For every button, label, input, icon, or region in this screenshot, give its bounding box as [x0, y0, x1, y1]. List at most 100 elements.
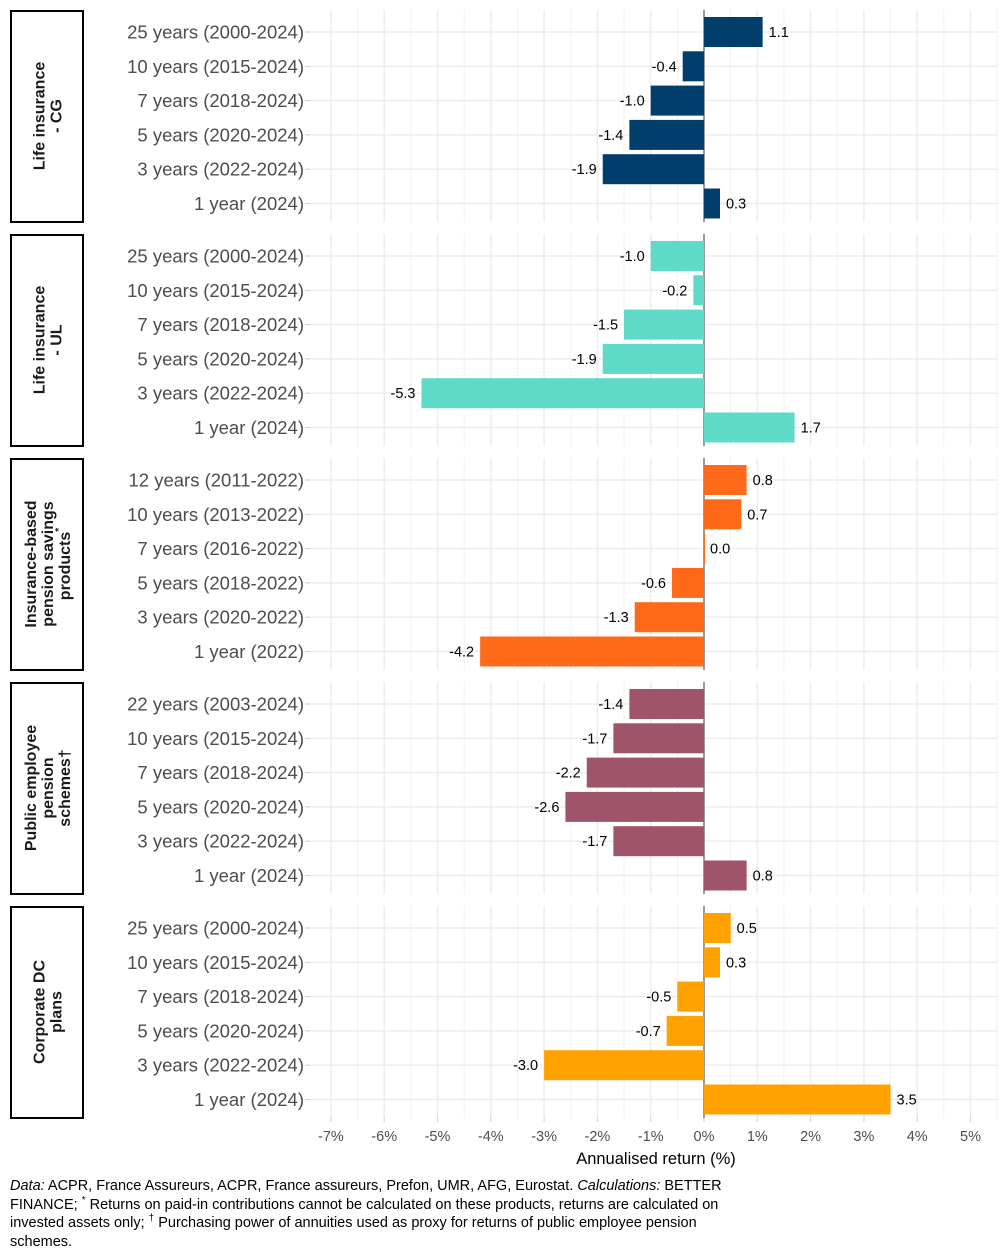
y-tick-label: 1 year (2024) — [194, 865, 304, 886]
y-tick-label: 10 years (2015-2024) — [127, 952, 304, 973]
y-tick-label: 5 years (2020-2024) — [137, 1020, 304, 1041]
y-tick-label: 22 years (2003-2024) — [127, 694, 304, 715]
bar — [586, 757, 704, 788]
bar — [704, 533, 705, 564]
footnote-dagger: † — [148, 1213, 155, 1225]
footnote-calc-label: Calculations: — [577, 1178, 661, 1194]
y-tick-label: 1 year (2022) — [194, 641, 304, 662]
x-axis-title: Annualised return (%) — [576, 1150, 736, 1168]
bar — [704, 1084, 891, 1115]
data-label: -1.4 — [598, 128, 623, 144]
y-tick-label: 7 years (2018-2024) — [137, 762, 304, 783]
footnote: Data: ACPR, France Assureurs, ACPR, Fran… — [10, 1177, 730, 1251]
y-tick-label: 1 year (2024) — [194, 1089, 304, 1110]
y-tick-label: 1 year (2024) — [194, 417, 304, 438]
data-label: 0.0 — [710, 542, 730, 558]
bar — [544, 1050, 704, 1081]
data-label: -1.5 — [593, 318, 618, 334]
bar — [704, 913, 731, 943]
footnote-star-text: Returns on paid-in contributions cannot … — [10, 1196, 719, 1232]
data-label: -2.2 — [556, 766, 581, 782]
bar — [602, 154, 704, 185]
bar — [672, 567, 704, 598]
bar — [704, 499, 742, 530]
data-label: -0.4 — [652, 59, 677, 75]
y-tick-label: 3 years (2022-2024) — [137, 383, 304, 404]
panel-strip-label: Public employee — [23, 725, 40, 851]
y-tick-label: 10 years (2015-2024) — [127, 728, 304, 749]
panel-strip-label: products* — [54, 528, 74, 600]
y-tick-label: 5 years (2020-2024) — [137, 124, 304, 145]
data-label: -1.9 — [572, 162, 597, 178]
footnote-data-label: Data: — [10, 1178, 45, 1194]
y-tick-label: 7 years (2018-2024) — [137, 986, 304, 1007]
x-tick-label: 1% — [747, 1129, 768, 1145]
bar — [624, 309, 704, 340]
data-label: -1.0 — [620, 94, 645, 110]
y-tick-label: 25 years (2000-2024) — [127, 246, 304, 267]
data-label: -1.3 — [604, 610, 629, 626]
data-label: -4.2 — [449, 645, 474, 661]
x-tick-label: -3% — [531, 1129, 557, 1145]
bar — [565, 791, 704, 822]
bar — [704, 17, 763, 47]
panel-strip-label: Insurance-based — [23, 500, 40, 627]
footnote-star: * — [81, 1194, 86, 1206]
panel-strip-label: - CG — [49, 99, 66, 133]
x-tick-label: 3% — [853, 1129, 874, 1145]
bar — [480, 636, 704, 667]
panel-strip-label: Life insurance — [32, 286, 49, 395]
bar — [677, 981, 704, 1012]
y-tick-label: 10 years (2013-2022) — [127, 504, 304, 525]
panel-strip-label: plans — [49, 991, 66, 1033]
bar — [634, 602, 704, 633]
bar — [704, 412, 795, 443]
x-tick-label: -4% — [478, 1129, 504, 1145]
bar — [704, 188, 720, 219]
x-tick-label: -6% — [371, 1129, 397, 1145]
y-tick-label: 3 years (2022-2024) — [137, 1055, 304, 1076]
data-label: -0.2 — [662, 283, 687, 299]
data-label: 0.3 — [726, 197, 746, 213]
panel-strip-label: - UL — [49, 324, 66, 355]
y-tick-label: 5 years (2020-2024) — [137, 348, 304, 369]
data-label: 1.1 — [769, 25, 789, 41]
y-tick-label: 5 years (2020-2024) — [137, 796, 304, 817]
data-label: -1.4 — [598, 697, 623, 713]
bar — [421, 378, 704, 409]
y-tick-label: 7 years (2018-2024) — [137, 90, 304, 111]
bar — [613, 723, 704, 754]
bar — [704, 947, 720, 978]
data-label: -0.6 — [641, 576, 666, 592]
bar — [650, 241, 704, 271]
y-tick-label: 3 years (2020-2022) — [137, 607, 304, 628]
y-tick-label: 25 years (2000-2024) — [127, 918, 304, 939]
panel-strip-label: Life insurance — [32, 62, 49, 171]
footnote-data-text: ACPR, France Assureurs, ACPR, France ass… — [44, 1178, 578, 1194]
bar — [666, 1015, 704, 1046]
bar — [693, 275, 704, 306]
x-tick-label: 0% — [694, 1129, 715, 1145]
bar — [602, 343, 704, 374]
y-tick-label: 10 years (2015-2024) — [127, 280, 304, 301]
y-tick-label: 10 years (2015-2024) — [127, 56, 304, 77]
y-tick-label: 5 years (2018-2022) — [137, 572, 304, 593]
x-tick-label: -5% — [425, 1129, 451, 1145]
y-tick-label: 25 years (2000-2024) — [127, 22, 304, 43]
y-tick-label: 3 years (2022-2024) — [137, 159, 304, 180]
data-label: -5.3 — [391, 386, 416, 402]
data-label: -2.6 — [534, 800, 559, 816]
panel-strip-label: pension — [40, 757, 57, 818]
y-tick-label: 1 year (2024) — [194, 193, 304, 214]
bar — [704, 465, 747, 495]
data-label: 0.5 — [737, 921, 757, 937]
data-label: -1.7 — [582, 834, 607, 850]
bar — [613, 826, 704, 857]
panel-strip — [10, 906, 84, 1119]
y-tick-label: 7 years (2016-2022) — [137, 538, 304, 559]
bar — [629, 119, 704, 150]
panel-strip — [10, 458, 84, 671]
footnote-dagger-text: Purchasing power of annuities used as pr… — [10, 1215, 697, 1250]
bar — [650, 85, 704, 116]
